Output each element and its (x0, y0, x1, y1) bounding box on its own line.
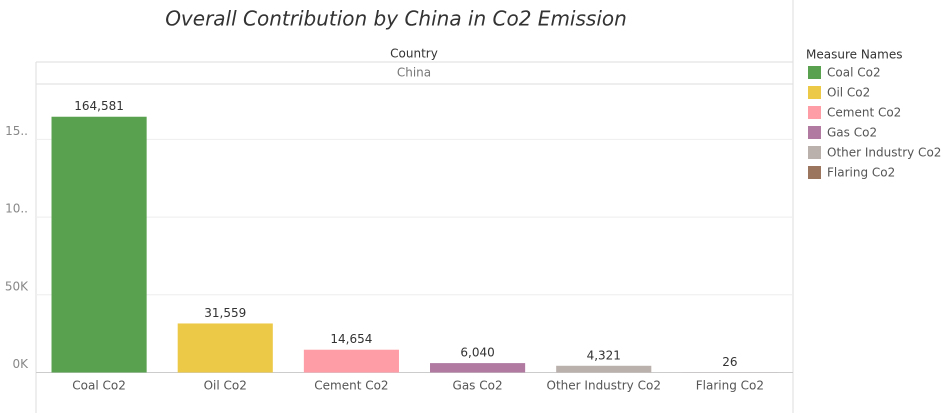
x-tick-label: Coal Co2 (72, 379, 126, 393)
legend-label: Oil Co2 (827, 86, 870, 100)
y-tick-label: 0K (12, 357, 29, 371)
legend-swatch (808, 86, 821, 99)
y-tick-label: 15.. (5, 124, 28, 138)
legend-title: Measure Names (806, 48, 902, 62)
legend-label: Gas Co2 (827, 126, 877, 140)
legend-label: Cement Co2 (827, 106, 901, 120)
y-tick-label: 10.. (5, 202, 28, 216)
legend-swatch (808, 146, 821, 159)
legend-swatch (808, 106, 821, 119)
bar (430, 363, 526, 373)
x-tick-label: Flaring Co2 (696, 379, 764, 393)
y-tick-label: 50K (5, 279, 29, 293)
value-label: 164,581 (74, 99, 124, 113)
bar (51, 116, 147, 373)
chart-title: Overall Contribution by China in Co2 Emi… (165, 7, 627, 31)
value-label: 31,559 (204, 306, 246, 320)
legend-swatch (808, 166, 821, 179)
value-label: 26 (722, 355, 737, 369)
legend-label: Coal Co2 (827, 66, 881, 80)
legend-label: Flaring Co2 (827, 166, 895, 180)
column-header: Country (390, 47, 438, 61)
x-tick-label: Other Industry Co2 (547, 379, 661, 393)
legend-label: Other Industry Co2 (827, 146, 941, 160)
value-label: 4,321 (587, 348, 621, 362)
value-label: 14,654 (330, 332, 372, 346)
bar (556, 365, 652, 373)
bar (303, 349, 399, 373)
x-tick-label: Oil Co2 (204, 379, 247, 393)
legend-swatch (808, 126, 821, 139)
x-tick-label: Cement Co2 (314, 379, 388, 393)
legend-swatch (808, 66, 821, 79)
value-label: 6,040 (460, 346, 494, 360)
x-tick-label: Gas Co2 (453, 379, 503, 393)
column-value: China (397, 66, 431, 80)
bar (177, 323, 273, 373)
